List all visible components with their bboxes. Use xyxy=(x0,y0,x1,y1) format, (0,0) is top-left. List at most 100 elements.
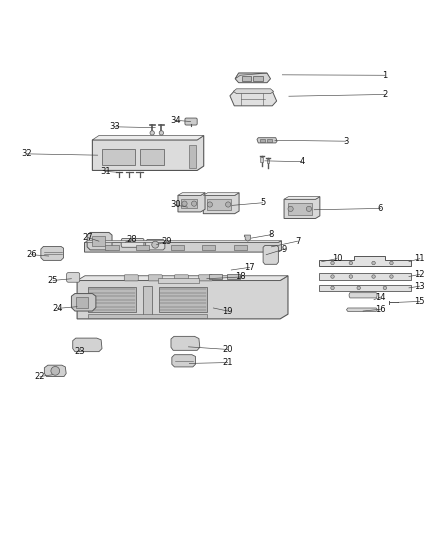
Text: 25: 25 xyxy=(48,276,58,285)
FancyBboxPatch shape xyxy=(198,275,212,281)
Text: 20: 20 xyxy=(223,345,233,354)
Circle shape xyxy=(349,275,353,278)
Bar xyxy=(234,245,247,251)
Polygon shape xyxy=(203,193,239,214)
Polygon shape xyxy=(178,193,205,212)
Text: 12: 12 xyxy=(415,270,425,279)
Text: 5: 5 xyxy=(260,198,265,207)
Text: 2: 2 xyxy=(382,90,388,99)
Bar xyxy=(159,287,207,312)
Bar xyxy=(189,145,196,168)
Bar xyxy=(88,287,136,312)
Circle shape xyxy=(182,201,187,206)
Text: 18: 18 xyxy=(236,272,246,281)
Circle shape xyxy=(331,261,334,265)
Circle shape xyxy=(226,202,231,207)
Polygon shape xyxy=(41,246,64,261)
Polygon shape xyxy=(319,256,411,265)
Polygon shape xyxy=(92,135,204,140)
FancyBboxPatch shape xyxy=(185,118,197,125)
Text: 33: 33 xyxy=(109,122,120,131)
Bar xyxy=(88,313,207,318)
Polygon shape xyxy=(230,91,277,106)
Text: 14: 14 xyxy=(375,293,386,302)
Polygon shape xyxy=(346,308,378,311)
Polygon shape xyxy=(284,197,320,219)
Bar xyxy=(141,149,164,165)
Bar xyxy=(261,157,263,161)
Text: 34: 34 xyxy=(170,116,180,125)
Bar xyxy=(207,199,231,210)
Text: 22: 22 xyxy=(35,372,45,381)
Circle shape xyxy=(207,202,212,207)
Polygon shape xyxy=(171,336,200,350)
Polygon shape xyxy=(92,135,204,171)
Circle shape xyxy=(331,275,334,278)
Polygon shape xyxy=(235,73,271,83)
Polygon shape xyxy=(233,89,274,94)
Bar xyxy=(158,278,199,282)
Text: 29: 29 xyxy=(161,237,172,246)
Text: 24: 24 xyxy=(52,304,63,313)
Text: 7: 7 xyxy=(295,237,300,246)
Polygon shape xyxy=(85,241,282,243)
Bar xyxy=(267,159,269,164)
Polygon shape xyxy=(77,276,288,280)
Polygon shape xyxy=(203,193,239,195)
Text: 6: 6 xyxy=(378,204,383,213)
Text: 32: 32 xyxy=(21,149,32,158)
Bar xyxy=(106,245,119,251)
Text: 30: 30 xyxy=(170,200,180,209)
Polygon shape xyxy=(77,276,288,319)
Bar xyxy=(102,149,135,165)
Polygon shape xyxy=(257,138,277,143)
Bar xyxy=(181,199,197,208)
Text: 13: 13 xyxy=(414,281,425,290)
Polygon shape xyxy=(235,73,267,79)
Circle shape xyxy=(390,275,393,278)
Circle shape xyxy=(288,206,293,212)
Polygon shape xyxy=(44,365,66,376)
Text: 3: 3 xyxy=(343,136,348,146)
Bar xyxy=(242,76,251,82)
Circle shape xyxy=(372,261,375,265)
Circle shape xyxy=(372,275,375,278)
Polygon shape xyxy=(172,354,195,367)
FancyBboxPatch shape xyxy=(124,275,138,281)
Polygon shape xyxy=(263,246,279,264)
Circle shape xyxy=(306,206,311,212)
Circle shape xyxy=(390,261,393,265)
Bar xyxy=(171,245,184,251)
Polygon shape xyxy=(146,239,165,250)
Bar xyxy=(209,274,223,279)
Text: 16: 16 xyxy=(375,305,386,314)
Bar xyxy=(201,245,215,251)
Polygon shape xyxy=(178,193,205,195)
Bar xyxy=(260,139,265,142)
Text: 23: 23 xyxy=(74,347,85,356)
Bar xyxy=(227,274,240,279)
FancyBboxPatch shape xyxy=(67,272,80,282)
Text: 21: 21 xyxy=(223,358,233,367)
Bar xyxy=(267,139,272,142)
Polygon shape xyxy=(319,285,411,291)
Text: 10: 10 xyxy=(332,254,342,263)
FancyBboxPatch shape xyxy=(174,275,188,281)
Bar xyxy=(143,286,152,314)
Circle shape xyxy=(150,131,154,135)
Text: 9: 9 xyxy=(282,245,287,254)
Circle shape xyxy=(331,286,334,289)
Bar xyxy=(288,203,312,215)
Text: 26: 26 xyxy=(26,250,36,259)
Text: 11: 11 xyxy=(415,254,425,263)
Polygon shape xyxy=(71,294,96,311)
Circle shape xyxy=(159,131,163,135)
Text: 31: 31 xyxy=(100,167,111,176)
FancyBboxPatch shape xyxy=(148,275,162,281)
Circle shape xyxy=(349,261,353,265)
Text: 4: 4 xyxy=(299,157,304,166)
Text: 19: 19 xyxy=(223,306,233,316)
Polygon shape xyxy=(121,239,144,247)
Circle shape xyxy=(191,201,197,206)
Polygon shape xyxy=(319,273,411,280)
